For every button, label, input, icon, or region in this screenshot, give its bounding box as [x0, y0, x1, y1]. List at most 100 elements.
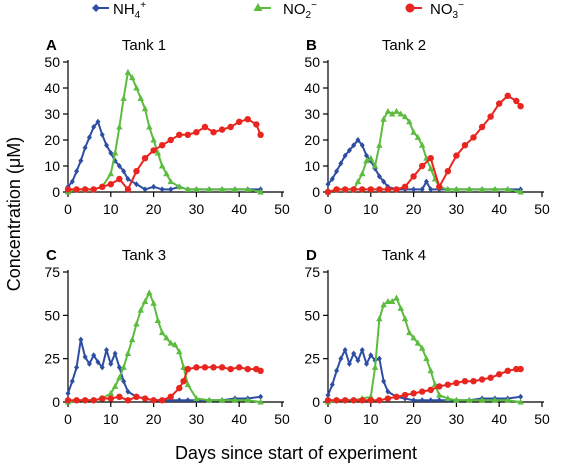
y-tick-label: 50	[44, 307, 60, 323]
data-point	[133, 168, 140, 175]
panel-title: Tank 1	[122, 37, 166, 54]
data-point	[367, 154, 374, 161]
data-point	[184, 185, 192, 192]
data-point	[346, 360, 352, 367]
data-point	[359, 186, 366, 193]
data-point	[244, 396, 251, 403]
data-point	[176, 397, 182, 404]
data-point	[141, 105, 149, 112]
data-point	[517, 398, 524, 405]
data-point	[401, 113, 409, 120]
data-point	[504, 92, 511, 100]
data-point	[496, 371, 503, 378]
data-point	[324, 397, 332, 404]
y-tick-label: 0	[52, 184, 60, 200]
data-point	[355, 137, 361, 143]
data-point	[342, 152, 348, 159]
panel-letter: C	[46, 247, 57, 264]
data-point	[384, 107, 392, 114]
data-point	[393, 393, 400, 400]
data-point	[364, 360, 370, 367]
data-point	[151, 183, 157, 190]
data-point	[168, 186, 174, 193]
data-point	[116, 364, 122, 371]
data-point	[218, 364, 226, 371]
y-tick-label: 40	[44, 80, 60, 96]
legend-marker-no3	[405, 3, 415, 13]
data-point	[150, 299, 157, 306]
panel-letter: A	[46, 37, 57, 54]
data-point	[111, 149, 119, 156]
data-point	[376, 355, 382, 362]
x-tick-label: 50	[534, 201, 550, 217]
data-point	[193, 395, 200, 402]
data-point	[124, 397, 132, 404]
panel-letter: B	[306, 37, 317, 54]
legend-entry-nh4: NH4+	[92, 0, 146, 21]
data-point	[124, 186, 132, 193]
data-point	[397, 110, 404, 117]
data-point	[163, 170, 170, 177]
x-tick-label: 50	[274, 411, 290, 427]
data-point	[231, 396, 239, 403]
data-point	[380, 115, 387, 122]
data-point	[436, 383, 443, 390]
data-point	[384, 395, 392, 402]
legend-label-nh4: NH4+	[113, 0, 146, 21]
panel-title: Tank 4	[382, 247, 426, 264]
data-point	[154, 149, 162, 156]
series-circle	[64, 364, 264, 404]
data-point	[487, 374, 494, 381]
data-point	[418, 162, 426, 170]
data-point	[69, 178, 75, 185]
x-tick-label: 20	[406, 201, 422, 217]
data-point	[74, 168, 80, 175]
data-point	[158, 142, 166, 149]
data-point	[419, 397, 425, 404]
x-tick-label: 30	[189, 201, 205, 217]
data-point	[359, 170, 366, 177]
data-point	[116, 123, 123, 130]
data-point	[380, 301, 387, 308]
data-point	[133, 181, 139, 188]
data-point	[363, 157, 370, 164]
data-point	[418, 388, 426, 395]
data-point	[436, 183, 443, 190]
data-point	[406, 329, 413, 336]
data-point	[129, 74, 136, 81]
data-point	[385, 388, 391, 395]
y-tick-label: 75	[304, 264, 320, 280]
y-tick-label: 10	[304, 158, 320, 174]
data-point	[324, 188, 332, 196]
data-point	[201, 364, 209, 371]
data-point	[141, 155, 149, 162]
y-tick-label: 30	[44, 106, 60, 122]
data-point	[410, 334, 417, 341]
data-point	[124, 349, 132, 356]
data-point	[64, 397, 72, 404]
data-point	[371, 162, 379, 169]
data-point	[444, 395, 452, 402]
data-point	[491, 396, 499, 403]
x-tick-label: 30	[449, 201, 465, 217]
legend-label-no2: NO2−	[283, 0, 317, 21]
data-point	[436, 391, 443, 398]
y-tick-label: 20	[44, 132, 60, 148]
data-point	[82, 353, 88, 360]
data-point	[90, 397, 97, 404]
data-point	[381, 378, 387, 385]
data-point	[504, 367, 511, 374]
data-point	[185, 397, 191, 404]
data-point	[414, 339, 422, 346]
data-point	[410, 173, 417, 180]
data-point	[193, 185, 200, 192]
data-point	[116, 393, 123, 400]
data-point	[478, 123, 486, 131]
data-point	[478, 185, 486, 192]
panel-title: Tank 3	[122, 247, 166, 264]
data-point	[367, 186, 374, 193]
x-axis-label: Days since start of experiment	[175, 443, 417, 463]
data-point	[427, 155, 434, 162]
data-point	[257, 398, 264, 405]
data-point	[107, 181, 115, 188]
